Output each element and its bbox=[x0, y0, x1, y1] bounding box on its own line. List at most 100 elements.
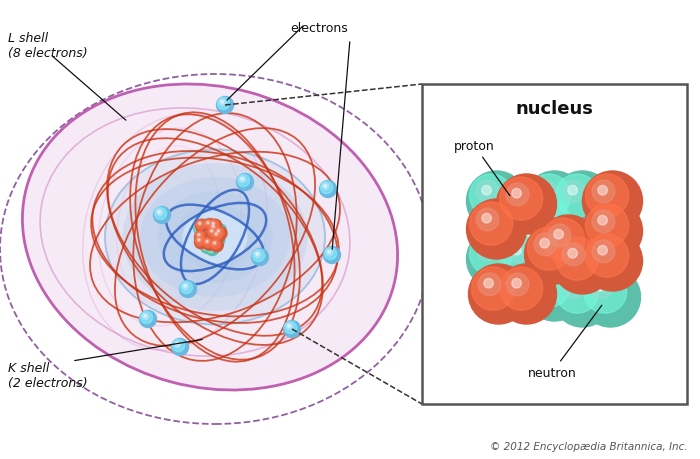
Circle shape bbox=[554, 230, 564, 240]
Circle shape bbox=[209, 246, 211, 248]
Circle shape bbox=[212, 226, 214, 228]
Circle shape bbox=[585, 174, 629, 218]
Circle shape bbox=[468, 264, 528, 325]
Ellipse shape bbox=[175, 205, 255, 270]
Circle shape bbox=[195, 220, 209, 233]
Circle shape bbox=[209, 223, 222, 236]
Circle shape bbox=[254, 252, 260, 258]
Circle shape bbox=[512, 279, 522, 288]
Circle shape bbox=[214, 236, 219, 241]
Circle shape bbox=[524, 224, 584, 285]
Circle shape bbox=[206, 236, 211, 241]
Circle shape bbox=[585, 205, 629, 248]
Circle shape bbox=[496, 264, 556, 325]
Circle shape bbox=[540, 276, 550, 285]
Circle shape bbox=[158, 211, 160, 214]
Circle shape bbox=[548, 224, 571, 247]
Circle shape bbox=[500, 178, 542, 221]
Circle shape bbox=[241, 178, 244, 181]
Circle shape bbox=[592, 211, 615, 233]
Circle shape bbox=[476, 180, 499, 203]
Circle shape bbox=[251, 249, 269, 266]
Text: proton: proton bbox=[454, 140, 510, 196]
Circle shape bbox=[510, 213, 570, 274]
Circle shape bbox=[217, 230, 219, 232]
Circle shape bbox=[179, 281, 197, 298]
Circle shape bbox=[496, 174, 556, 235]
Circle shape bbox=[201, 241, 211, 251]
Circle shape bbox=[219, 100, 225, 106]
Circle shape bbox=[514, 217, 556, 260]
Circle shape bbox=[470, 202, 512, 246]
Circle shape bbox=[214, 242, 216, 244]
Circle shape bbox=[322, 184, 329, 190]
Circle shape bbox=[202, 230, 204, 232]
Circle shape bbox=[524, 172, 584, 231]
Circle shape bbox=[207, 227, 220, 240]
Circle shape bbox=[528, 228, 570, 271]
Circle shape bbox=[470, 174, 512, 218]
Circle shape bbox=[153, 207, 171, 224]
Circle shape bbox=[556, 237, 598, 280]
Circle shape bbox=[239, 177, 246, 183]
Circle shape bbox=[552, 268, 612, 327]
Circle shape bbox=[506, 241, 529, 263]
Circle shape bbox=[174, 341, 181, 348]
Circle shape bbox=[141, 312, 153, 324]
Circle shape bbox=[204, 238, 213, 248]
Text: L shell
(8 electrons): L shell (8 electrons) bbox=[8, 32, 88, 60]
Circle shape bbox=[184, 285, 187, 288]
Circle shape bbox=[326, 250, 332, 256]
Circle shape bbox=[199, 227, 209, 236]
Circle shape bbox=[476, 239, 499, 261]
Circle shape bbox=[211, 225, 216, 230]
Circle shape bbox=[286, 323, 293, 330]
Circle shape bbox=[562, 180, 585, 203]
Circle shape bbox=[212, 231, 222, 240]
Ellipse shape bbox=[105, 150, 325, 325]
Circle shape bbox=[506, 184, 529, 207]
Circle shape bbox=[466, 200, 526, 259]
Circle shape bbox=[195, 224, 204, 233]
Text: © 2012 Encyclopædia Britannica, Inc.: © 2012 Encyclopædia Britannica, Inc. bbox=[491, 441, 688, 451]
Circle shape bbox=[204, 220, 214, 229]
Ellipse shape bbox=[122, 164, 307, 311]
Circle shape bbox=[288, 325, 290, 328]
Ellipse shape bbox=[158, 191, 272, 283]
Text: nucleus: nucleus bbox=[516, 100, 594, 118]
Circle shape bbox=[208, 228, 217, 237]
Circle shape bbox=[472, 268, 514, 311]
Circle shape bbox=[195, 237, 204, 246]
Circle shape bbox=[206, 243, 219, 256]
Circle shape bbox=[542, 218, 584, 262]
Circle shape bbox=[284, 321, 300, 338]
Circle shape bbox=[216, 97, 234, 114]
Circle shape bbox=[196, 220, 205, 230]
Circle shape bbox=[478, 274, 501, 296]
Circle shape bbox=[580, 268, 640, 327]
Circle shape bbox=[562, 276, 585, 299]
Circle shape bbox=[209, 220, 222, 233]
Circle shape bbox=[212, 235, 222, 244]
Circle shape bbox=[197, 224, 211, 237]
Circle shape bbox=[237, 175, 250, 187]
Circle shape bbox=[206, 222, 209, 224]
Circle shape bbox=[237, 174, 253, 191]
Circle shape bbox=[568, 186, 578, 196]
Bar bbox=[422, 85, 687, 404]
Circle shape bbox=[540, 212, 550, 222]
Circle shape bbox=[155, 208, 167, 220]
Circle shape bbox=[324, 248, 337, 260]
Circle shape bbox=[470, 233, 512, 275]
Circle shape bbox=[598, 246, 608, 256]
Circle shape bbox=[256, 253, 258, 256]
Circle shape bbox=[552, 172, 612, 231]
Circle shape bbox=[204, 219, 216, 232]
Circle shape bbox=[253, 250, 265, 262]
Circle shape bbox=[528, 264, 570, 308]
Circle shape bbox=[202, 243, 207, 247]
Circle shape bbox=[512, 189, 522, 199]
Circle shape bbox=[526, 228, 536, 237]
Circle shape bbox=[582, 231, 643, 291]
Circle shape bbox=[209, 220, 219, 230]
